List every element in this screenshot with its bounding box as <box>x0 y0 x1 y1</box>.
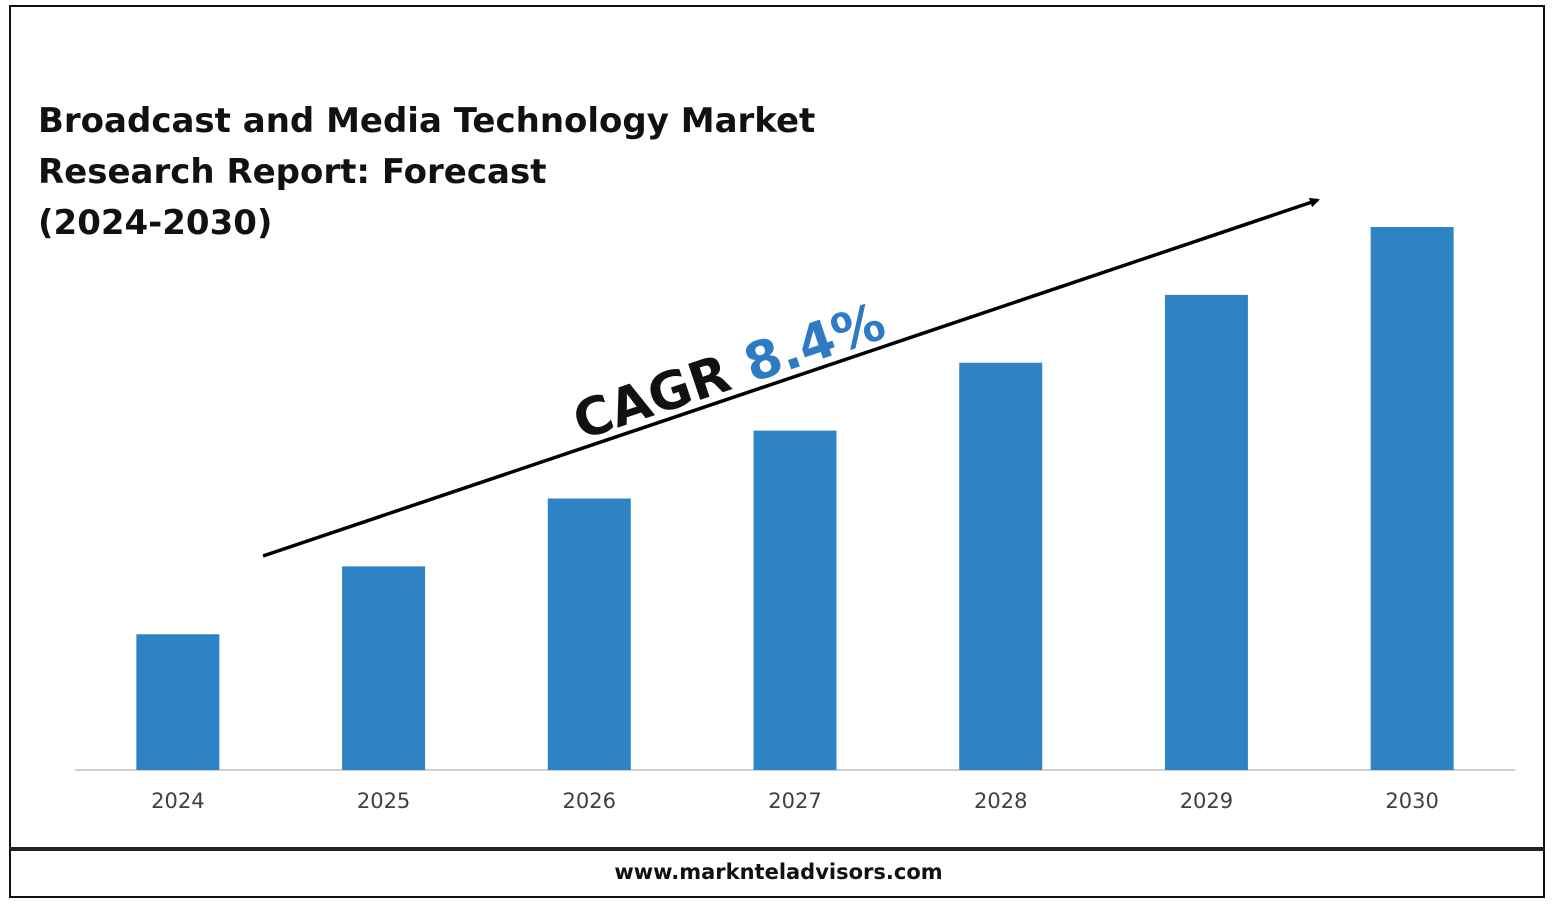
x-tick-label-2028: 2028 <box>974 789 1027 813</box>
title-line-3: (2024-2030) <box>38 203 273 243</box>
cagr-value: 8.4% <box>737 292 893 395</box>
bar-2026 <box>547 498 631 770</box>
chart-title: Broadcast and Media Technology Market Re… <box>38 96 815 249</box>
cagr-trend-arrow <box>262 197 1320 558</box>
bar-2025 <box>342 566 426 770</box>
bar-2027 <box>753 430 837 770</box>
bars-group <box>136 227 1454 770</box>
footer-divider <box>9 847 1545 851</box>
bar-2029 <box>1164 294 1248 770</box>
x-tick-labels: 2024 2025 2026 2027 2028 2029 2030 <box>151 789 1439 813</box>
x-tick-label-2024: 2024 <box>151 789 204 813</box>
bar-2024 <box>136 634 220 770</box>
cagr-label: CAGR <box>566 344 738 452</box>
x-tick-label-2029: 2029 <box>1180 789 1233 813</box>
x-tick-label-2027: 2027 <box>768 789 821 813</box>
x-tick-label-2030: 2030 <box>1385 789 1438 813</box>
bar-2028 <box>959 362 1043 770</box>
bar-2030 <box>1370 227 1454 770</box>
footer-url: www.marknteladvisors.com <box>614 860 943 884</box>
title-line-1: Broadcast and Media Technology Market <box>38 101 816 141</box>
cagr-annotation: CAGR 8.4% <box>566 292 893 452</box>
x-tick-label-2025: 2025 <box>357 789 410 813</box>
x-tick-label-2026: 2026 <box>563 789 616 813</box>
title-line-2: Research Report: Forecast <box>38 152 547 192</box>
